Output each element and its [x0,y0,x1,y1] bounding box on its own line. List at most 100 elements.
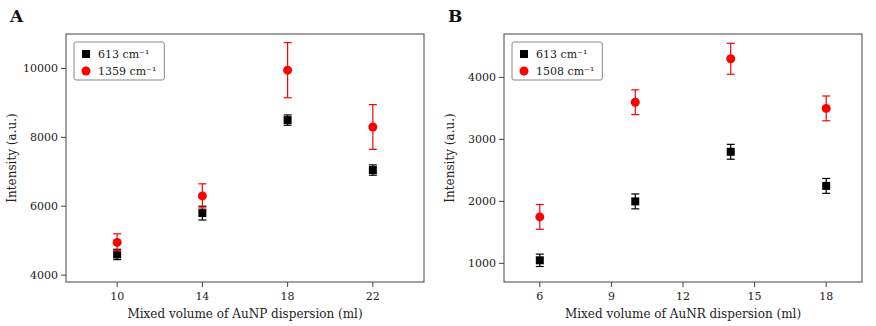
error-bar-cap [113,259,121,260]
error-bar-cap [727,159,735,160]
error-bar-cap [822,95,830,96]
panel-title: B [448,6,462,26]
legend-frame [74,42,164,80]
legend-frame [512,42,602,80]
tick [499,263,504,264]
tick [287,282,288,287]
legend-marker [520,50,528,58]
tick [61,206,66,207]
point [113,250,121,258]
point [822,104,831,113]
point [283,66,292,75]
error-bar-cap [822,120,830,121]
y-axis-label: Intensity (a.u.) [443,113,457,202]
error-bar [822,96,830,121]
panel-title: A [9,6,24,26]
point [369,166,377,174]
error-bar-cap [631,89,639,90]
error-bar-cap [536,204,544,205]
tick-label: 6 [536,290,543,303]
error-bar [631,90,639,115]
error-bar [113,249,121,259]
tick [683,282,684,287]
error-bar-cap [113,233,121,234]
tick [117,282,118,287]
tick-label: 10000 [23,62,58,75]
error-bar [631,194,639,209]
tick [499,139,504,140]
tick [754,282,755,287]
error-bar [113,234,121,251]
error-bar [369,105,377,150]
error-bar-cap [631,208,639,209]
point [727,148,735,156]
panel: 100020003000400069121518Mixed volume of … [443,6,862,321]
error-bar [536,205,544,230]
error-bar-cap [284,125,292,126]
error-bar-cap [631,114,639,115]
tick [61,275,66,276]
tick [539,282,540,287]
plot-frame [504,34,862,282]
panel: 4000600080001000010141822Mixed volume of… [5,6,424,321]
error-bar [536,254,544,266]
error-bar-cap [369,164,377,165]
tick [61,68,66,69]
point [631,98,640,107]
error-bar [822,178,830,193]
point [726,54,735,63]
y-axis-label: Intensity (a.u.) [5,113,19,202]
error-bar-cap [198,183,206,184]
error-bar [198,184,206,208]
tick-label: 6000 [30,200,58,213]
point [536,256,544,264]
error-bar-cap [727,74,735,75]
point [535,212,544,221]
error-bar-cap [536,229,544,230]
error-bar [198,206,206,220]
tick-label: 1000 [468,257,496,270]
error-bar-cap [284,42,292,43]
tick [499,77,504,78]
error-bar-cap [822,178,830,179]
tick [826,282,827,287]
tick-label: 12 [676,290,690,303]
error-bar-cap [284,97,292,98]
tick [372,282,373,287]
point [113,238,122,247]
tick-label: 3000 [468,133,496,146]
error-bar-cap [198,219,206,220]
error-bar-cap [369,104,377,105]
error-bar-cap [822,193,830,194]
error-bar [727,43,735,74]
error-bar-cap [727,144,735,145]
error-bar-cap [631,193,639,194]
legend-marker [82,67,91,76]
point [284,116,292,124]
tick-label: 4000 [468,71,496,84]
point [368,123,377,132]
legend-marker [520,67,529,76]
error-bar-cap [369,175,377,176]
legend: 613 cm⁻¹1359 cm⁻¹ [74,42,164,80]
tick-label: 4000 [30,269,58,282]
error-bar [727,144,735,159]
point [822,182,830,190]
tick-label: 22 [366,290,380,303]
error-bar-cap [284,114,292,115]
tick-label: 10 [110,290,124,303]
error-bar-cap [113,250,121,251]
error-bar [369,165,377,175]
tick-label: 9 [608,290,615,303]
error-bar [284,115,292,125]
tick-label: 14 [195,290,209,303]
legend-label: 613 cm⁻¹ [98,48,149,61]
point [631,197,639,205]
plot-frame [66,34,424,282]
point [198,191,207,200]
legend-marker [82,50,90,58]
figure: 4000600080001000010141822Mixed volume of… [0,0,876,326]
tick-label: 2000 [468,195,496,208]
x-axis-label: Mixed volume of AuNR dispersion (ml) [565,307,801,321]
x-axis-label: Mixed volume of AuNP dispersion (ml) [127,307,362,321]
